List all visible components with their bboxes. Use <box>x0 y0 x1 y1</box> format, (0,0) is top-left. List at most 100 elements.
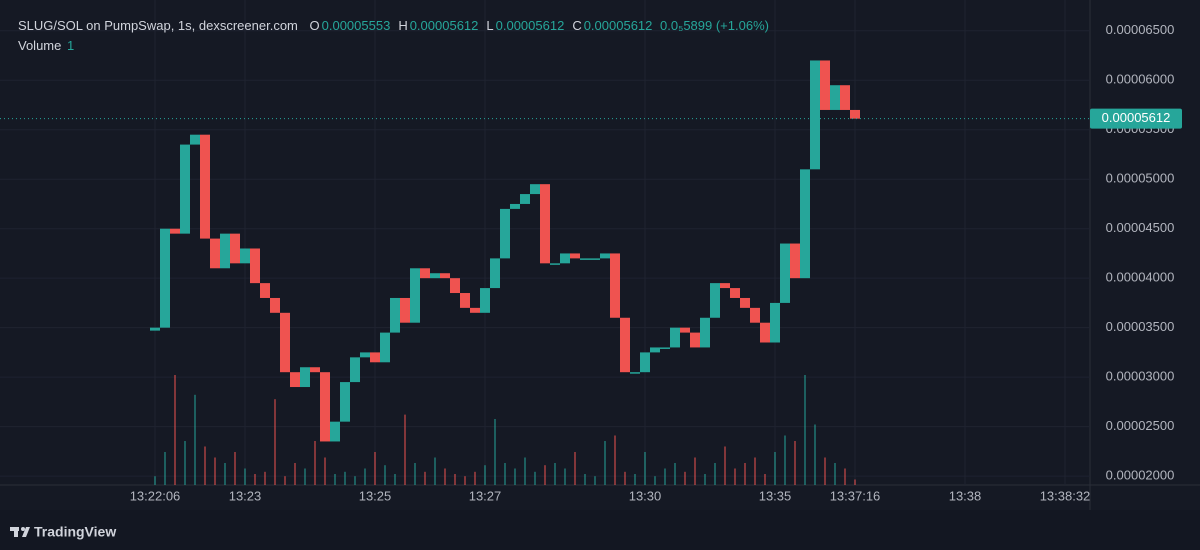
candle-body <box>370 352 380 363</box>
y-tick-label: 0.00003500 <box>1106 319 1175 334</box>
volume-bar <box>454 474 456 485</box>
candle-body <box>220 233 230 269</box>
candle-body <box>380 332 390 363</box>
volume-bar <box>824 457 826 485</box>
volume-bar <box>444 468 446 485</box>
volume-bar <box>464 476 466 485</box>
footer-bar <box>0 510 1200 550</box>
x-tick-label: 13:30 <box>629 488 662 503</box>
volume-bar <box>634 474 636 485</box>
y-tick-label: 0.00006500 <box>1106 22 1175 37</box>
candle-body <box>330 421 340 442</box>
pair-title: SLUG/SOL on PumpSwap, 1s, dexscreener.co… <box>18 18 298 33</box>
volume-bar <box>314 441 316 485</box>
x-tick-label: 13:35 <box>759 488 792 503</box>
candle-body <box>770 302 780 343</box>
volume-bar <box>214 457 216 485</box>
ohlc-key: H <box>398 18 408 33</box>
ohlc: O 0.00005553 H 0.00005612 L 0.00005612 C 0.0000… <box>304 18 655 33</box>
candle-body <box>850 109 860 119</box>
volume-bar <box>724 446 726 485</box>
x-tick-label: 13:37:16 <box>830 488 881 503</box>
volume-bar <box>804 375 806 485</box>
candle-body <box>650 347 660 353</box>
candle-body <box>420 268 430 279</box>
y-tick-label: 0.00006000 <box>1106 72 1175 87</box>
volume-bar <box>284 476 286 485</box>
volume-bar <box>764 474 766 485</box>
x-tick-label: 13:25 <box>359 488 392 503</box>
candle-body <box>600 253 610 259</box>
volume-bar <box>584 474 586 485</box>
x-tick-label: 13:27 <box>469 488 502 503</box>
candle-body <box>690 332 700 348</box>
volume-bar <box>684 471 686 485</box>
last-price-label: 0.00005612 <box>1102 110 1171 125</box>
ohlc-value: 0.00005612 <box>409 18 479 33</box>
logo <box>10 527 30 537</box>
brand: TradingView <box>34 524 116 540</box>
legend-row: SLUG/SOL on PumpSwap, 1s, dexscreener.co… <box>18 16 771 36</box>
volume-bar <box>224 463 226 485</box>
candle-body <box>670 327 680 348</box>
candle-body <box>840 85 850 110</box>
candle-body <box>390 297 400 333</box>
candle-body <box>710 283 720 318</box>
candle-body <box>340 382 350 422</box>
y-tick-label: 0.00004500 <box>1106 220 1175 235</box>
candle-body <box>350 357 360 383</box>
volume-value: 1 <box>67 38 75 53</box>
volume-label: Volume <box>18 38 62 53</box>
candle-body <box>430 273 440 279</box>
volume-bar <box>394 474 396 485</box>
candle-body <box>610 253 620 318</box>
candle-body <box>520 194 530 204</box>
volume-bar <box>194 394 196 485</box>
volume-bar <box>734 468 736 485</box>
volume-bar <box>654 476 656 485</box>
candle-body <box>540 184 550 264</box>
volume-bar <box>494 419 496 485</box>
candle-body <box>720 283 730 289</box>
candle-body <box>460 293 470 308</box>
volume-bar <box>404 414 406 485</box>
candle-body <box>550 263 560 265</box>
y-tick-label: 0.00004000 <box>1106 270 1175 285</box>
candle-body <box>260 283 270 298</box>
candle-body <box>290 372 300 388</box>
volume-row: Volume 1 <box>18 36 771 56</box>
volume-bar <box>534 471 536 485</box>
volume-bar <box>484 465 486 485</box>
volume-bar <box>364 468 366 485</box>
candle-body <box>440 273 450 279</box>
candle-body <box>170 228 180 234</box>
volume-bar <box>544 465 546 485</box>
candle-body <box>530 184 540 195</box>
volume-bar <box>614 435 616 485</box>
volume-bar <box>714 463 716 485</box>
volume-bar <box>154 476 156 485</box>
candle-body <box>280 312 290 373</box>
x-tick-label: 13:23 <box>229 488 262 503</box>
x-tick-label: 13:38 <box>949 488 982 503</box>
volume-bar <box>304 468 306 485</box>
candle-body <box>240 248 250 264</box>
ohlc-key: L <box>486 18 494 33</box>
volume-bar <box>254 474 256 485</box>
x-tick-label: 13:38:32 <box>1040 488 1091 503</box>
volume-bar <box>294 463 296 485</box>
candle-body <box>560 253 570 264</box>
volume-bar <box>644 452 646 485</box>
volume-bar <box>384 465 386 485</box>
candle-body <box>750 307 760 323</box>
candle-body <box>200 134 210 239</box>
volume-bar <box>784 435 786 485</box>
volume-bar <box>704 474 706 485</box>
ohlc-value: 0.00005612 <box>495 18 565 33</box>
candle-body <box>660 347 670 349</box>
candle-body <box>820 60 830 110</box>
volume-bar <box>664 468 666 485</box>
volume-bar <box>324 457 326 485</box>
candle-body <box>160 228 170 328</box>
